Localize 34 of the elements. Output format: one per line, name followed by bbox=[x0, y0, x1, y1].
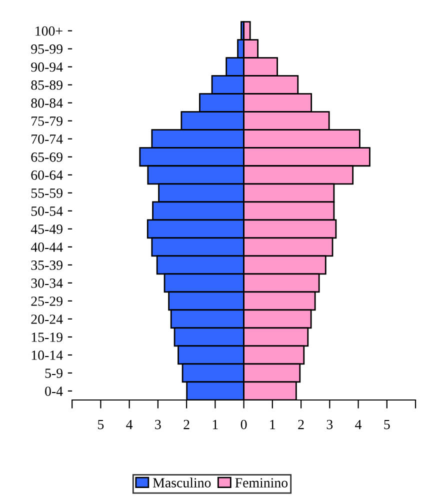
x-tick-label: 4 bbox=[126, 420, 133, 430]
y-tick-label: 60-64 bbox=[31, 170, 63, 180]
x-tick-label: 4 bbox=[355, 420, 362, 430]
x-tick-label: 5 bbox=[98, 420, 104, 430]
y-tick-label: 50-54 bbox=[31, 206, 63, 216]
y-tick-label: 55-59 bbox=[31, 188, 62, 198]
y-tick-label: 85-89 bbox=[31, 80, 62, 90]
x-tick-label: 0 bbox=[240, 420, 247, 430]
y-tick-label: 15-19 bbox=[32, 332, 62, 342]
x-tick-label: 1 bbox=[270, 420, 276, 430]
x-tick-label: 2 bbox=[298, 420, 304, 430]
y-tick-label: 95-99 bbox=[31, 44, 62, 54]
y-tick-label: 30-34 bbox=[31, 278, 63, 288]
x-tick-label: 3 bbox=[326, 420, 333, 430]
y-tick-label: 10-14 bbox=[32, 350, 63, 360]
y-tick-label: 75-79 bbox=[32, 116, 62, 126]
y-tick-label: 90-94 bbox=[31, 62, 63, 72]
y-tick-label: 35-39 bbox=[31, 260, 62, 270]
y-tick-label: 65-69 bbox=[31, 152, 62, 162]
y-tick-label: 100+ bbox=[36, 26, 62, 36]
legend-label: Masculino bbox=[152, 478, 211, 488]
y-tick-label: 0-4 bbox=[45, 386, 63, 396]
y-tick-label: 70-74 bbox=[32, 134, 63, 144]
x-tick-label: 5 bbox=[384, 420, 390, 430]
x-tick-label: 1 bbox=[212, 420, 218, 430]
y-tick-label: 20-24 bbox=[31, 314, 63, 324]
y-tick-label: 40-44 bbox=[30, 242, 63, 252]
y-tick-label: 25-29 bbox=[31, 296, 62, 306]
legend-label: Feminino bbox=[235, 478, 288, 488]
x-tick-label: 2 bbox=[184, 420, 190, 430]
y-tick-label: 5-9 bbox=[45, 368, 62, 378]
y-tick-label: 80-84 bbox=[31, 98, 63, 108]
x-tick-label: 3 bbox=[155, 420, 161, 430]
y-tick-label: 45-49 bbox=[30, 224, 62, 234]
